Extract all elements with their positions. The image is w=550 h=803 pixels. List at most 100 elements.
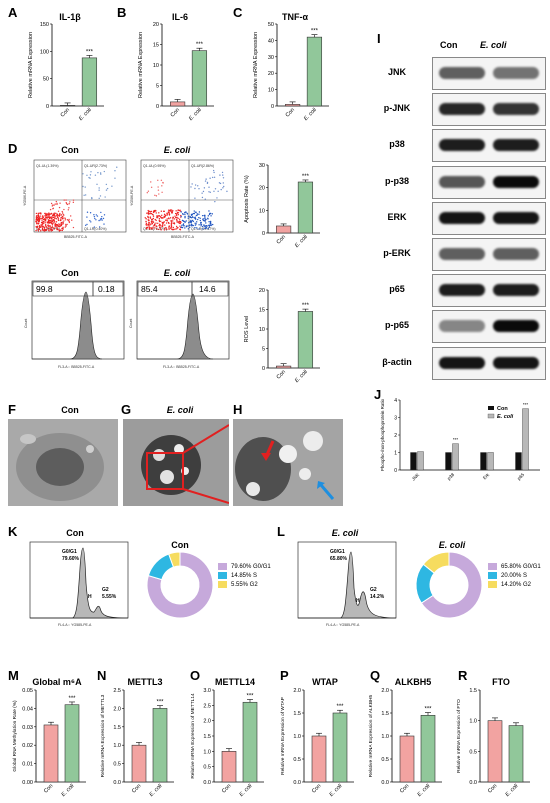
cellcycle-hist-con: G0/G1 79.60% H G2 5.55% FL4-A :: YG585-P… <box>29 541 129 627</box>
flow-dot <box>36 226 38 228</box>
flow-dot <box>201 228 204 230</box>
flow-dot <box>185 225 188 227</box>
flow-dot <box>181 226 183 229</box>
panel-label-m: M <box>8 668 19 683</box>
flow-dot <box>210 222 212 225</box>
panel-label-n: N <box>97 668 107 683</box>
dot-ecoli-xaxis: BB525-FITC-A <box>171 235 195 239</box>
flow-dot <box>163 221 166 223</box>
flow-dot <box>190 222 192 224</box>
l-peak-h: H <box>356 598 360 604</box>
flow-dot <box>160 210 162 212</box>
flow-dot <box>202 190 205 193</box>
flow-dot <box>93 215 96 218</box>
flow-dot <box>46 226 48 228</box>
flow-dot <box>144 217 146 219</box>
flow-dot <box>146 212 148 214</box>
flow-dot <box>172 218 174 220</box>
wb-band-3-1 <box>493 175 539 188</box>
flow-dot <box>64 226 66 228</box>
wb-label-8: β-actin <box>382 356 412 367</box>
flow-dot <box>67 219 70 222</box>
sig-m: *** <box>68 696 76 702</box>
tick-label-q-0: 0.0 <box>381 780 389 786</box>
wb-lane-row-5 <box>432 238 546 271</box>
flow-dot <box>148 222 150 224</box>
flow-dot <box>194 224 197 226</box>
flow-dot <box>48 212 50 214</box>
flow-dot <box>217 190 219 193</box>
flow-dot <box>59 212 61 215</box>
flow-dot <box>170 209 173 211</box>
flow-dot <box>65 223 67 226</box>
flow-dot <box>50 229 52 231</box>
flow-dot <box>44 227 46 229</box>
j-x-label-1: p38 <box>446 472 455 481</box>
flow-dot <box>64 219 67 221</box>
wb-label-5: p-ERK <box>383 248 411 258</box>
flow-dot <box>101 215 103 218</box>
flow-dot <box>49 208 52 211</box>
flow-dot <box>169 217 172 219</box>
y-label-n: Relative mRNA Expression of METTL3 <box>100 694 106 777</box>
flow-dot <box>162 182 164 184</box>
flow-dot <box>100 173 102 175</box>
bar-p-1 <box>332 712 348 783</box>
flow-dot <box>50 213 52 215</box>
flow-dot <box>154 210 156 212</box>
flow-dot <box>42 229 44 231</box>
flow-dot <box>72 199 75 201</box>
flow-dot <box>96 183 98 186</box>
flow-dot <box>207 215 210 217</box>
x-label-r-0: Con <box>487 783 498 794</box>
tick-label-e-1: 5 <box>262 347 265 353</box>
flow-dot <box>166 214 168 216</box>
flow-dot <box>100 211 102 214</box>
tick-label-c-0: 0 <box>271 104 274 110</box>
flow-dot <box>64 217 66 220</box>
x-label-c-1: E. coli <box>303 107 318 122</box>
panel-label-c: C <box>233 5 243 20</box>
flow-dot <box>40 217 42 220</box>
tick-label-d-3: 30 <box>259 163 265 169</box>
k-peak-g0g1: G0/G1 <box>62 549 77 555</box>
flow-dot <box>188 222 190 224</box>
tick-label-q-3: 1.5 <box>381 711 389 717</box>
flow-dot <box>170 225 173 227</box>
flow-dot <box>72 201 75 204</box>
flow-dot <box>208 221 210 223</box>
flow-dot <box>48 227 50 230</box>
l-peak-g0g1: G0/G1 <box>330 549 345 555</box>
flow-dot <box>45 229 47 232</box>
tick-label-d-2: 20 <box>259 186 265 192</box>
k-peak-g0g1-pct: 79.60% <box>62 556 80 562</box>
flow-dot <box>84 194 87 196</box>
flow-dot <box>43 230 45 232</box>
flow-dot <box>50 202 53 205</box>
flow-dot <box>163 213 166 216</box>
flow-dot <box>152 214 154 216</box>
flow-dot <box>202 218 204 221</box>
flow-dot <box>198 213 200 215</box>
flow-dot <box>57 224 59 227</box>
k-xaxis: FL4-A :: YG585-PE-A <box>58 623 92 627</box>
flow-dot <box>52 207 55 210</box>
flow-dot <box>93 214 95 216</box>
flow-dot <box>55 212 57 215</box>
flow-dot <box>165 222 168 224</box>
flow-dot <box>116 166 118 168</box>
chart-n: 0.0 0.5 1.0 1.5 2.0 2.5 Relative mRNA Expressi… <box>100 688 174 798</box>
flow-dot <box>155 228 158 230</box>
wb-band-4-0 <box>439 211 485 224</box>
flow-dotplot-ecoli: Q1-UL(0.95%) Q1-UR(2.86%) Q1-LL(76.32%) … <box>130 159 234 239</box>
flow-dot <box>157 215 159 217</box>
j-bar-0-1 <box>417 451 424 471</box>
flow-dot <box>35 229 37 232</box>
dot-con-yaxis: YG586-PE-A <box>23 185 27 206</box>
bar-c-1 <box>306 36 323 107</box>
tick-label-n-0: 0.0 <box>113 780 121 786</box>
flow-dot <box>37 215 39 217</box>
flow-dot <box>42 225 44 227</box>
panel-label-q: Q <box>370 668 381 683</box>
flow-dot <box>170 219 172 222</box>
